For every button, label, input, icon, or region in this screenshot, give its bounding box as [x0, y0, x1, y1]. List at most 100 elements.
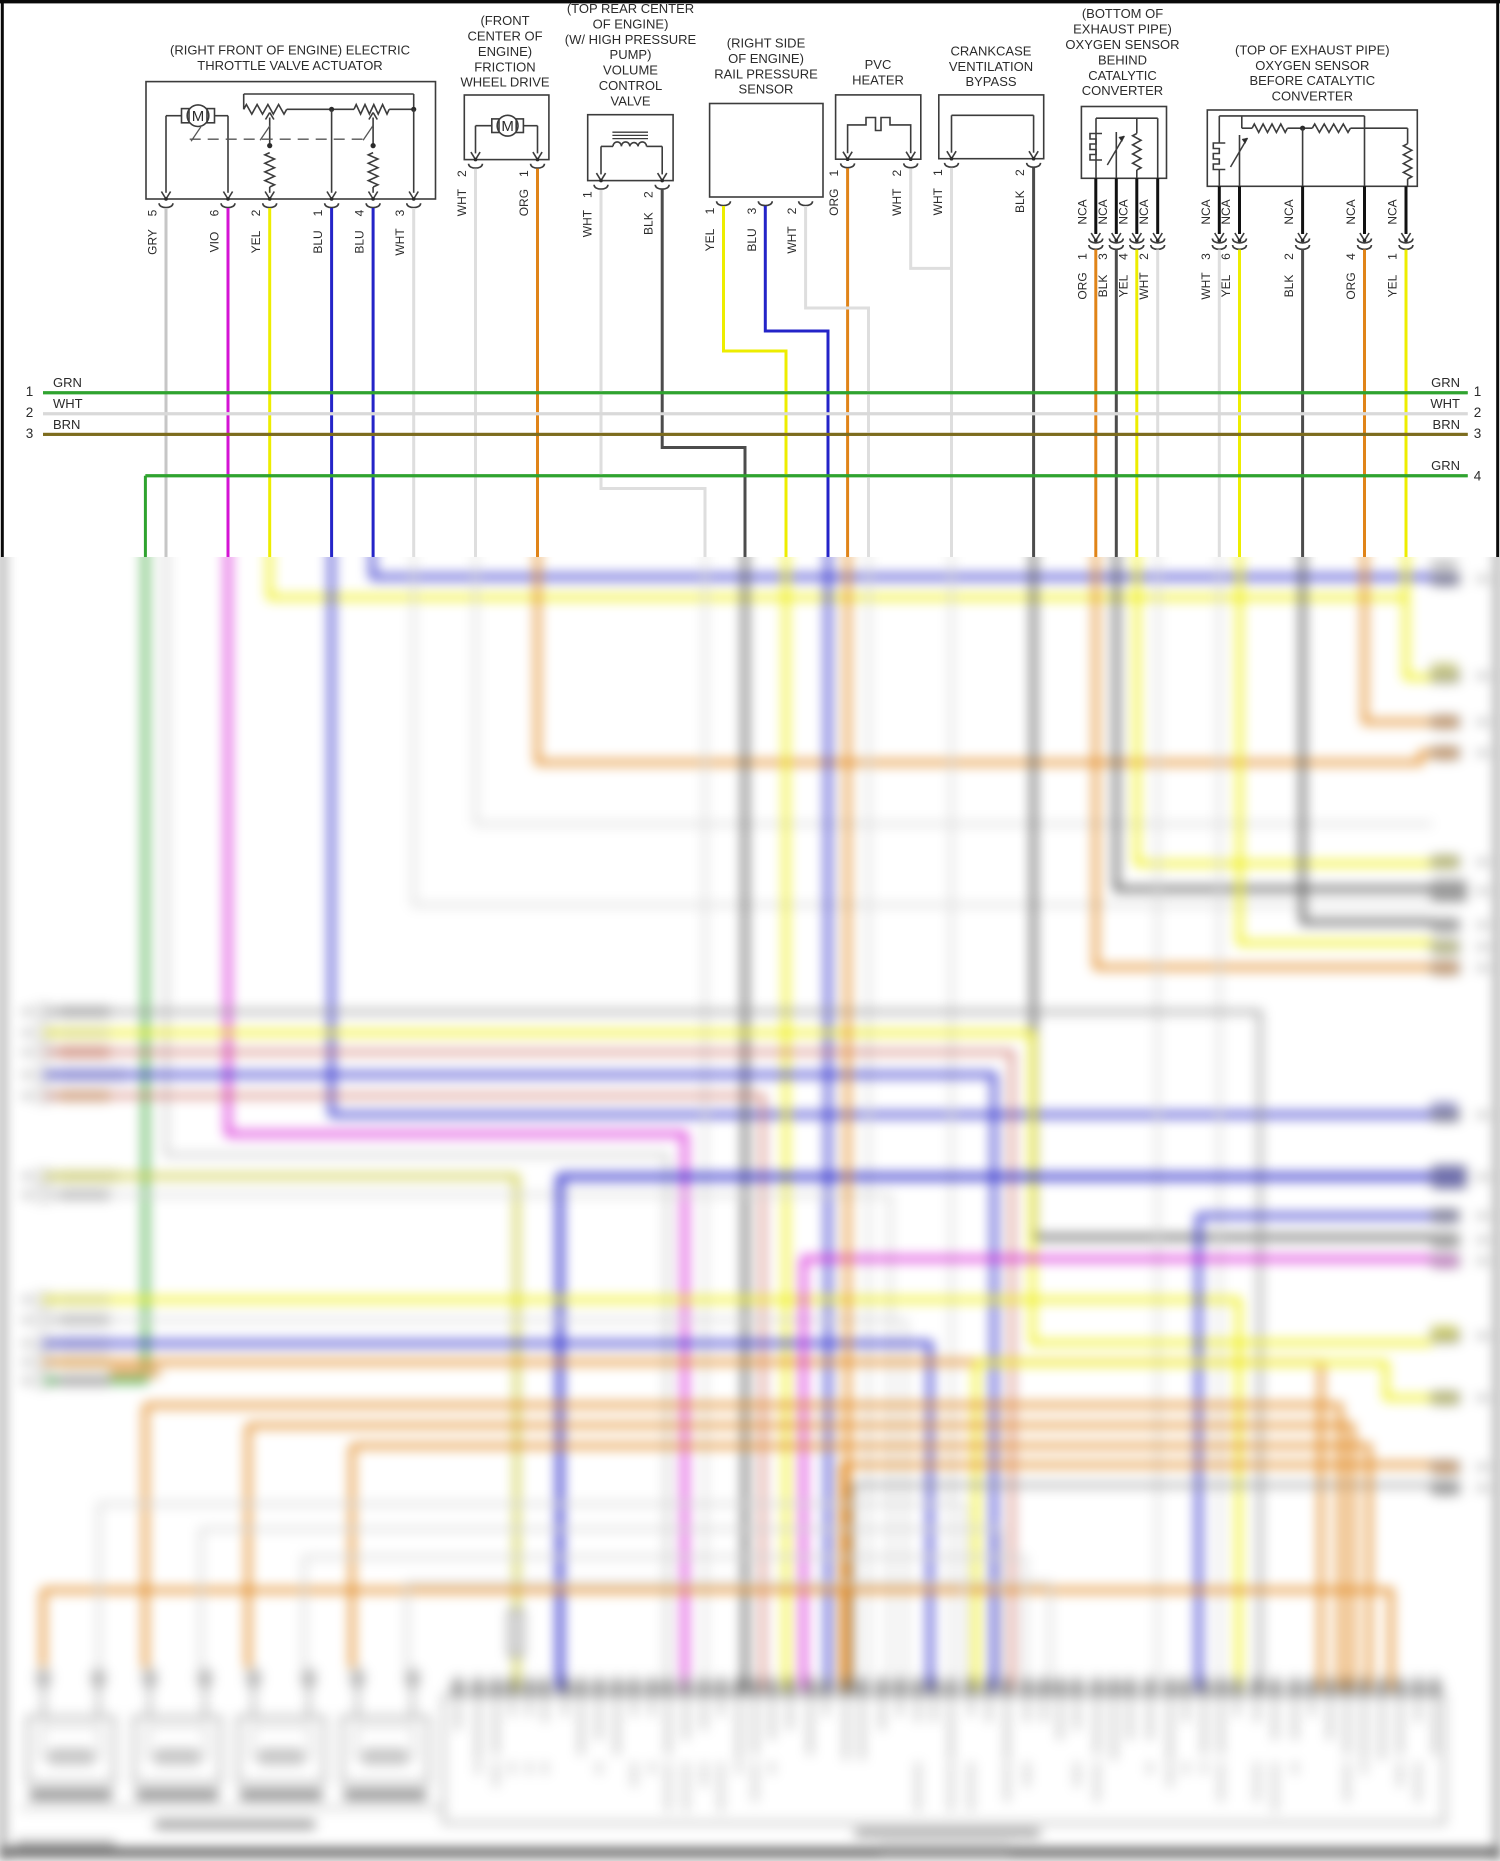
- svg-text:WHT: WHT: [53, 396, 83, 411]
- svg-text:NCA: NCA: [1199, 199, 1213, 224]
- svg-text:CONVERTER: CONVERTER: [1272, 89, 1353, 104]
- svg-text:WHEEL DRIVE: WHEEL DRIVE: [460, 75, 549, 90]
- svg-text:OF ENGINE): OF ENGINE): [593, 16, 669, 31]
- svg-text:CONTROL: CONTROL: [599, 78, 663, 93]
- svg-text:WHT: WHT: [1137, 272, 1151, 300]
- svg-text:FRICTION: FRICTION: [474, 59, 535, 74]
- svg-text:CATALYTIC: CATALYTIC: [1088, 68, 1157, 83]
- svg-text:4: 4: [353, 209, 367, 216]
- svg-text:1: 1: [931, 169, 945, 176]
- svg-text:BRN: BRN: [53, 417, 80, 432]
- svg-text:BLU: BLU: [311, 230, 325, 253]
- svg-text:ORG: ORG: [1344, 272, 1358, 299]
- svg-text:(BOTTOM OF: (BOTTOM OF: [1082, 6, 1163, 21]
- svg-text:1: 1: [1075, 253, 1089, 260]
- svg-text:CENTER OF: CENTER OF: [467, 29, 542, 44]
- svg-text:BEHIND: BEHIND: [1098, 52, 1147, 67]
- svg-text:NCA: NCA: [1137, 199, 1151, 224]
- svg-text:1: 1: [581, 191, 595, 198]
- svg-text:CONVERTER: CONVERTER: [1082, 83, 1163, 98]
- svg-text:NCA: NCA: [1075, 199, 1089, 224]
- svg-text:3: 3: [1199, 253, 1213, 260]
- svg-text:3: 3: [1474, 426, 1482, 441]
- svg-text:YEL: YEL: [703, 228, 717, 251]
- svg-text:GRN: GRN: [1431, 458, 1460, 473]
- svg-text:ORG: ORG: [827, 189, 841, 216]
- svg-text:1: 1: [26, 384, 34, 399]
- svg-text:VIO: VIO: [208, 232, 222, 253]
- svg-text:WHT: WHT: [931, 187, 945, 215]
- svg-text:M: M: [192, 108, 205, 125]
- svg-text:VALVE: VALVE: [611, 93, 651, 108]
- svg-text:6: 6: [1219, 253, 1233, 260]
- svg-text:BLU: BLU: [745, 228, 759, 251]
- svg-text:(TOP REAR CENTER: (TOP REAR CENTER: [567, 1, 694, 16]
- svg-text:BLK: BLK: [1282, 275, 1296, 298]
- svg-text:2: 2: [249, 209, 263, 216]
- svg-text:BEFORE CATALYTIC: BEFORE CATALYTIC: [1249, 73, 1375, 88]
- svg-text:YEL: YEL: [249, 230, 263, 253]
- svg-text:1: 1: [1386, 253, 1400, 260]
- svg-text:(RIGHT FRONT OF ENGINE) ELECTR: (RIGHT FRONT OF ENGINE) ELECTRIC: [170, 43, 410, 58]
- svg-text:2: 2: [455, 170, 469, 177]
- svg-text:VOLUME: VOLUME: [603, 63, 658, 78]
- svg-text:NCA: NCA: [1386, 199, 1400, 224]
- svg-text:NCA: NCA: [1282, 199, 1296, 224]
- svg-text:2: 2: [642, 191, 656, 198]
- svg-text:HEATER: HEATER: [852, 73, 904, 88]
- svg-text:4: 4: [1474, 469, 1482, 484]
- svg-text:5: 5: [146, 209, 160, 216]
- svg-text:YEL: YEL: [1386, 274, 1400, 297]
- svg-text:4: 4: [1344, 253, 1358, 260]
- svg-text:NCA: NCA: [1096, 199, 1110, 224]
- svg-text:1: 1: [311, 209, 325, 216]
- svg-text:PVC: PVC: [865, 57, 892, 72]
- svg-text:EXHAUST PIPE): EXHAUST PIPE): [1073, 22, 1172, 37]
- svg-text:BLK: BLK: [1013, 190, 1027, 213]
- svg-text:(W/ HIGH PRESSURE: (W/ HIGH PRESSURE: [565, 32, 697, 47]
- svg-text:1: 1: [703, 207, 717, 214]
- svg-text:VENTILATION: VENTILATION: [949, 59, 1033, 74]
- svg-text:THROTTLE VALVE ACTUATOR: THROTTLE VALVE ACTUATOR: [197, 58, 382, 73]
- svg-text:3: 3: [1096, 253, 1110, 260]
- svg-text:NCA: NCA: [1116, 199, 1130, 224]
- svg-text:BLK: BLK: [642, 212, 656, 235]
- svg-text:3: 3: [393, 209, 407, 216]
- svg-text:1: 1: [1474, 384, 1482, 399]
- svg-text:GRY: GRY: [146, 229, 160, 255]
- svg-text:2: 2: [1474, 405, 1482, 420]
- svg-text:BYPASS: BYPASS: [965, 74, 1016, 89]
- svg-text:SENSOR: SENSOR: [739, 82, 794, 97]
- svg-text:4: 4: [1116, 253, 1130, 260]
- svg-text:NCA: NCA: [1219, 199, 1233, 224]
- svg-text:(TOP OF EXHAUST PIPE): (TOP OF EXHAUST PIPE): [1235, 42, 1390, 57]
- svg-text:(FRONT: (FRONT: [480, 13, 529, 28]
- svg-text:2: 2: [26, 405, 34, 420]
- svg-text:OXYGEN SENSOR: OXYGEN SENSOR: [1065, 37, 1179, 52]
- svg-text:M: M: [501, 118, 514, 135]
- svg-text:WHT: WHT: [455, 188, 469, 216]
- svg-text:3: 3: [26, 426, 34, 441]
- svg-text:WHT: WHT: [1430, 396, 1460, 411]
- svg-text:2: 2: [890, 170, 904, 177]
- svg-text:PUMP): PUMP): [610, 47, 652, 62]
- svg-text:WHT: WHT: [1199, 272, 1213, 300]
- svg-text:GRN: GRN: [1431, 375, 1460, 390]
- svg-text:(RIGHT SIDE: (RIGHT SIDE: [727, 36, 806, 51]
- svg-text:BRN: BRN: [1433, 417, 1460, 432]
- svg-text:WHT: WHT: [785, 226, 799, 254]
- svg-text:GRN: GRN: [53, 375, 82, 390]
- svg-text:ORG: ORG: [517, 189, 531, 216]
- svg-text:2: 2: [1282, 253, 1296, 260]
- svg-text:ENGINE): ENGINE): [478, 44, 532, 59]
- svg-text:OXYGEN SENSOR: OXYGEN SENSOR: [1255, 58, 1369, 73]
- svg-text:CRANKCASE: CRANKCASE: [951, 43, 1032, 58]
- svg-text:OF ENGINE): OF ENGINE): [728, 51, 804, 66]
- svg-text:NCA: NCA: [1344, 199, 1358, 224]
- svg-text:WHT: WHT: [393, 228, 407, 256]
- svg-text:2: 2: [1137, 253, 1151, 260]
- svg-text:YEL: YEL: [1219, 274, 1233, 297]
- svg-text:YEL: YEL: [1116, 274, 1130, 297]
- svg-text:WHT: WHT: [890, 188, 904, 216]
- svg-text:BLK: BLK: [1096, 275, 1110, 298]
